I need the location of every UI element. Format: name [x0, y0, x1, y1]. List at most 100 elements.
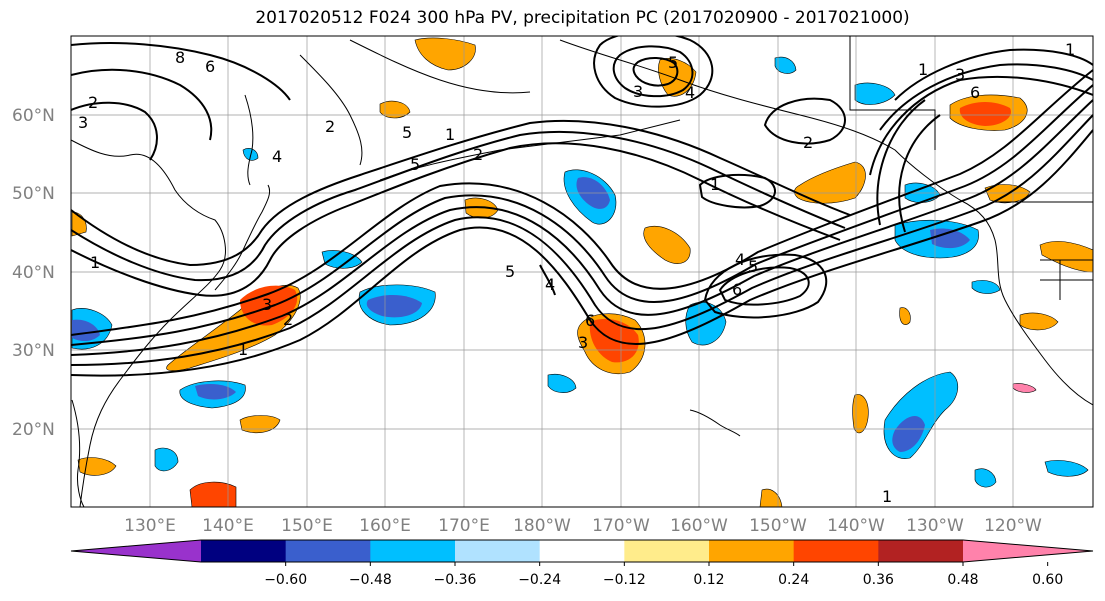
precip-positive-patch [379, 100, 411, 119]
longitude-label: 170°W [592, 516, 650, 536]
pv-contour-line [876, 99, 926, 226]
longitude-label: 180°W [513, 516, 571, 536]
map-title: 2017020512 F024 300 hPa PV, precipitatio… [255, 8, 910, 28]
longitude-labels: 130°E 140°E 150°E 160°E 170°E 180°W 170°… [124, 516, 1042, 536]
colorbar-tick-label: 0.60 [1032, 572, 1063, 588]
precip-negative-patch [974, 468, 997, 488]
precip-positive-patch [77, 457, 117, 476]
coastline-philippines [71, 399, 85, 507]
longitude-label: 130°E [124, 516, 176, 536]
coastlines [71, 36, 1093, 507]
contour-label: 4 [735, 250, 745, 269]
pv-contour-line [71, 114, 1093, 366]
pv-contour-line [632, 57, 679, 87]
longitude-label: 120°W [984, 516, 1042, 536]
pv-contour-line [698, 173, 776, 209]
precip-positive-patch [852, 394, 869, 434]
pv-contour-line [898, 114, 941, 233]
colorbar-tick-label: 0.36 [863, 572, 894, 588]
contour-label: 5 [410, 155, 420, 174]
longitude-label: 150°E [281, 516, 333, 536]
pv-contour-labels: 8 6 2 3 2 4 5 1 2 5 1 2 3 1 3 6 5 4 5 6 … [78, 40, 1075, 506]
precip-negative-patch [72, 319, 100, 342]
pv-contour-line [71, 99, 1093, 356]
border-us-states [1040, 259, 1093, 300]
contour-label: 1 [882, 487, 892, 506]
contour-label: 3 [955, 65, 965, 84]
contour-label: 1 [445, 125, 455, 144]
precip-positive-patch [414, 37, 476, 71]
contour-label: 3 [633, 82, 643, 101]
longitude-label: 160°E [359, 516, 411, 536]
contour-label: 4 [545, 275, 555, 294]
pv-contour-line [718, 266, 810, 306]
contour-label: 1 [710, 175, 720, 194]
pv-contour-line [71, 69, 1093, 336]
pv-contour-line [593, 36, 714, 108]
colorbar-tick-label: −0.36 [434, 572, 477, 588]
pv-contour-line [703, 253, 828, 319]
colorbar-segment [624, 540, 710, 562]
border-alaska-canada [849, 36, 936, 150]
map-panel: 8 6 2 3 2 4 5 1 2 5 1 2 3 1 3 6 5 4 5 6 … [70, 35, 1094, 508]
longitude-label: 170°E [438, 516, 490, 536]
coastline-sakhalin [244, 94, 254, 186]
colorbar-segment [878, 540, 964, 562]
longitude-label: 140°E [202, 516, 254, 536]
colorbar-tick-label: 0.48 [947, 572, 978, 588]
pv-contour-line [71, 142, 841, 297]
colorbar-tick-label: −0.12 [603, 572, 646, 588]
contour-label: 2 [325, 117, 335, 136]
pv-contour-line [71, 130, 846, 282]
contour-label: 1 [918, 60, 928, 79]
contour-label: 6 [732, 280, 742, 299]
latitude-labels: 60°N 50°N 40°N 30°N 20°N [12, 106, 55, 440]
contour-label: 1 [1065, 40, 1075, 59]
contour-label: 5 [668, 53, 678, 72]
precip-negative-patch [854, 82, 896, 105]
contour-label: 2 [473, 145, 483, 164]
precip-negative-patch [154, 447, 179, 472]
coastline-hawaii [689, 409, 741, 437]
map-gridlines [71, 36, 1093, 507]
pv-contour-line [71, 119, 851, 267]
contour-label: 2 [803, 133, 813, 152]
contour-label: 1 [90, 253, 100, 272]
contour-label: 4 [272, 147, 282, 166]
pv-contour-line [71, 101, 158, 161]
pv-contour-line [71, 129, 1093, 377]
colorbar-segment [455, 540, 541, 562]
contour-label: 1 [238, 340, 248, 359]
precip-positive-patch [1019, 312, 1059, 331]
contour-label: 2 [283, 310, 293, 329]
precip-positive-patch [189, 481, 237, 507]
pv-contour-line [539, 264, 556, 296]
colorbar-segment [793, 540, 879, 562]
pv-contour-line [71, 68, 213, 141]
precip-positive-patch [643, 226, 691, 264]
colorbar-extension-left [71, 540, 201, 562]
precip-negative-patch [547, 373, 577, 393]
longitude-label: 130°W [906, 516, 964, 536]
pv-contour-line [869, 75, 1093, 176]
colorbar-segment [201, 540, 287, 562]
colorbar-extension-right [963, 540, 1093, 562]
precip-strong-patch [959, 102, 1011, 126]
contour-label: 4 [685, 83, 695, 102]
colorbar-segment [370, 540, 456, 562]
latitude-label: 40°N [12, 263, 55, 283]
precip-positive-patch [899, 307, 911, 325]
pv-contour-line [612, 45, 694, 98]
pv-contour-line [71, 84, 1093, 346]
coastline-alaska [559, 39, 1093, 406]
latitude-label: 30°N [12, 341, 55, 361]
colorbar-segment [285, 540, 371, 562]
coastline-asia [71, 139, 226, 507]
latitude-label: 50°N [12, 184, 55, 204]
contour-label: 3 [78, 113, 88, 132]
pv-contour-line [894, 48, 1093, 101]
coastline-japan [214, 184, 271, 291]
precip-negative-patch [930, 228, 970, 249]
longitude-label: 140°W [827, 516, 885, 536]
